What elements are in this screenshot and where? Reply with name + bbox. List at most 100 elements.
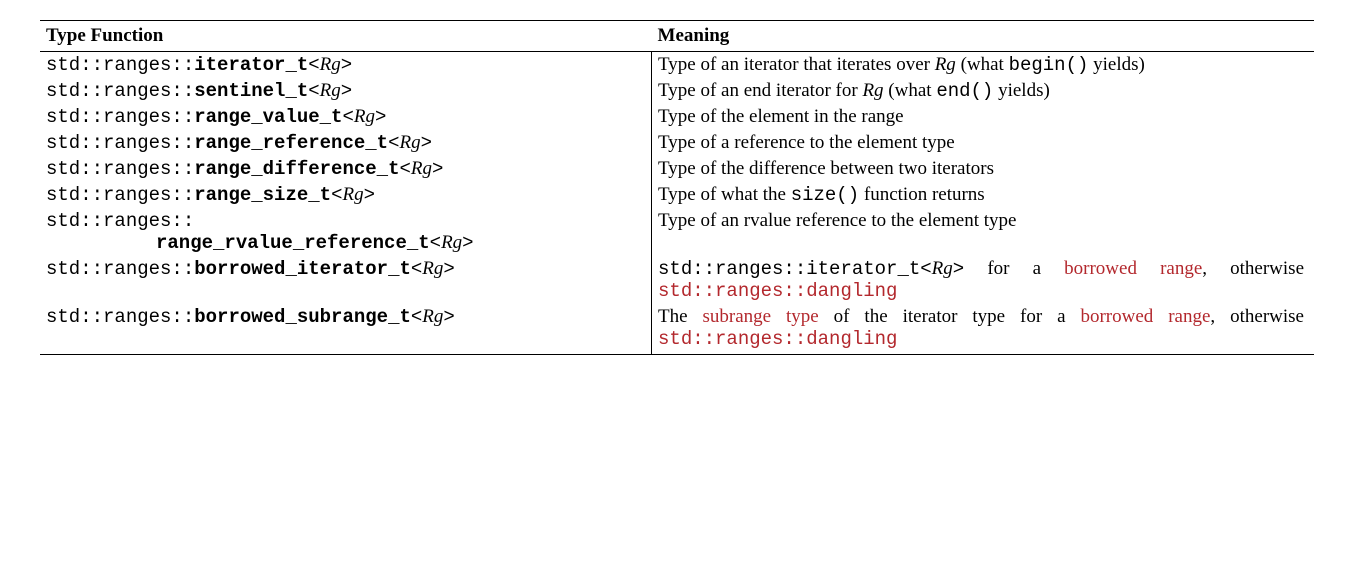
meaning-cell: std::ranges::iterator_t<Rg> for a borrow…	[652, 256, 1314, 304]
table-row: std::ranges::range_reference_t<Rg> Type …	[40, 130, 1314, 156]
type-fn-cell: std::ranges::iterator_t<Rg>	[40, 52, 652, 79]
ns-prefix: std::ranges::	[46, 210, 194, 232]
meaning-cell: Type of a reference to the element type	[652, 130, 1314, 156]
ns-prefix: std::ranges::	[46, 106, 194, 128]
text: (what	[956, 54, 1009, 75]
tparam-name: Rg	[862, 80, 883, 101]
tparam-name: Rg	[320, 54, 341, 75]
link-text[interactable]: borrowed range	[1080, 306, 1210, 327]
tparam-close: >	[432, 158, 443, 180]
ns-prefix: std::ranges::	[46, 54, 194, 76]
tparam-name: Rg	[422, 258, 443, 279]
link-text[interactable]: subrange type	[703, 306, 819, 327]
code: std::ranges::iterator_t<	[658, 258, 932, 280]
ns-prefix: std::ranges::	[46, 258, 194, 280]
fn-name: range_rvalue_reference_t	[156, 232, 430, 254]
tparam-open: <	[342, 106, 353, 128]
tparam-open: <	[399, 158, 410, 180]
type-function-table: Type Function Meaning std::ranges::itera…	[40, 20, 1314, 355]
tparam-name: Rg	[411, 158, 432, 179]
table-row: std::ranges::iterator_t<Rg> Type of an i…	[40, 52, 1314, 79]
tparam-close: >	[421, 132, 432, 154]
text: , otherwise	[1202, 258, 1304, 279]
ns-prefix: std::ranges::	[46, 80, 194, 102]
tparam-open: <	[411, 258, 422, 280]
type-fn-cell: std::ranges::borrowed_subrange_t<Rg>	[40, 304, 652, 355]
fn-name: range_size_t	[194, 184, 331, 206]
text: Type of an iterator that iterates over	[658, 54, 935, 75]
text: yields)	[1088, 54, 1144, 75]
type-fn-cell: std::ranges::borrowed_iterator_t<Rg>	[40, 256, 652, 304]
tparam-close: >	[341, 80, 352, 102]
type-fn-cell: std::ranges::range_difference_t<Rg>	[40, 156, 652, 182]
type-fn-cell: std::ranges:: range_rvalue_reference_t<R…	[40, 208, 652, 256]
meaning-cell: Type of the element in the range	[652, 104, 1314, 130]
text: Type of an end iterator for	[658, 80, 862, 101]
meaning-cell: Type of the difference between two itera…	[652, 156, 1314, 182]
tparam-close: >	[443, 306, 454, 328]
tparam-open: <	[331, 184, 342, 206]
type-fn-cell: std::ranges::range_value_t<Rg>	[40, 104, 652, 130]
fn-name: range_reference_t	[194, 132, 388, 154]
meaning-cell: Type of an rvalue reference to the eleme…	[652, 208, 1314, 256]
header-meaning: Meaning	[652, 21, 1314, 52]
type-fn-cell: std::ranges::sentinel_t<Rg>	[40, 78, 652, 104]
tparam-name: Rg	[354, 106, 375, 127]
tparam-close: >	[462, 232, 473, 254]
tparam-close: >	[443, 258, 454, 280]
text: (what	[884, 80, 937, 101]
table-header-row: Type Function Meaning	[40, 21, 1314, 52]
code: end()	[936, 80, 993, 102]
code: begin()	[1009, 54, 1089, 76]
tparam-open: <	[411, 306, 422, 328]
table-row: std::ranges::range_value_t<Rg> Type of t…	[40, 104, 1314, 130]
text: function returns	[859, 184, 985, 205]
text: for a	[987, 258, 1064, 279]
text: The	[658, 306, 702, 327]
tparam-name: Rg	[399, 132, 420, 153]
text: Type of what the	[658, 184, 791, 205]
tparam-open: <	[308, 80, 319, 102]
type-fn-cell: std::ranges::range_reference_t<Rg>	[40, 130, 652, 156]
link-code[interactable]: std::ranges::dangling	[658, 280, 897, 302]
tparam-open: <	[388, 132, 399, 154]
fn-name: borrowed_subrange_t	[194, 306, 411, 328]
fn-name: sentinel_t	[194, 80, 308, 102]
tparam-open: <	[430, 232, 441, 254]
fn-name: iterator_t	[194, 54, 308, 76]
table-row: std::ranges::range_size_t<Rg> Type of wh…	[40, 182, 1314, 208]
ns-prefix: std::ranges::	[46, 306, 194, 328]
text: yields)	[993, 80, 1049, 101]
meaning-cell: Type of an iterator that iterates over R…	[652, 52, 1314, 79]
ns-prefix: std::ranges::	[46, 132, 194, 154]
tparam-close: >	[364, 184, 375, 206]
ns-prefix: std::ranges::	[46, 184, 194, 206]
tparam-name: Rg	[935, 54, 956, 75]
ns-prefix: std::ranges::	[46, 158, 194, 180]
meaning-cell: The subrange type of the iterator type f…	[652, 304, 1314, 355]
tparam-close: >	[341, 54, 352, 76]
tparam-name: Rg	[422, 306, 443, 327]
link-text[interactable]: borrowed range	[1064, 258, 1202, 279]
link-code[interactable]: std::ranges::dangling	[658, 328, 897, 350]
code: size()	[791, 184, 859, 206]
text: of the iterator type for a	[819, 306, 1081, 327]
tparam-open: <	[308, 54, 319, 76]
table-row: std::ranges::borrowed_subrange_t<Rg> The…	[40, 304, 1314, 355]
table-row: std::ranges:: range_rvalue_reference_t<R…	[40, 208, 1314, 256]
table-row: std::ranges::sentinel_t<Rg> Type of an e…	[40, 78, 1314, 104]
tparam-name: Rg	[342, 184, 363, 205]
tparam-name: Rg	[320, 80, 341, 101]
text: , otherwise	[1210, 306, 1304, 327]
type-fn-cell: std::ranges::range_size_t<Rg>	[40, 182, 652, 208]
fn-name: borrowed_iterator_t	[194, 258, 411, 280]
tparam-close: >	[375, 106, 386, 128]
meaning-cell: Type of an end iterator for Rg (what end…	[652, 78, 1314, 104]
tparam-name: Rg	[441, 232, 462, 253]
fn-name: range_value_t	[194, 106, 342, 128]
fn-name: range_difference_t	[194, 158, 399, 180]
meaning-cell: Type of what the size() function returns	[652, 182, 1314, 208]
header-type-function: Type Function	[40, 21, 652, 52]
tparam-name: Rg	[932, 258, 953, 279]
table-row: std::ranges::borrowed_iterator_t<Rg> std…	[40, 256, 1314, 304]
